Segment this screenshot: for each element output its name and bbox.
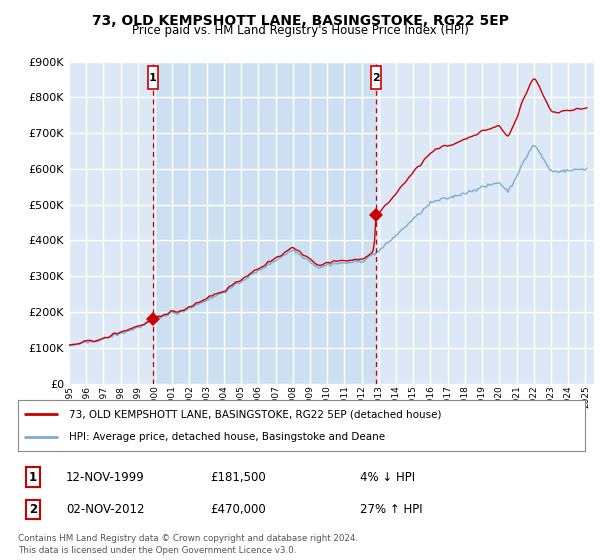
Text: 4% ↓ HPI: 4% ↓ HPI <box>360 470 415 484</box>
Text: 1: 1 <box>149 73 157 83</box>
Text: 12-NOV-1999: 12-NOV-1999 <box>66 470 145 484</box>
Text: HPI: Average price, detached house, Basingstoke and Deane: HPI: Average price, detached house, Basi… <box>69 432 385 442</box>
Text: 02-NOV-2012: 02-NOV-2012 <box>66 503 145 516</box>
Bar <box>371 67 382 89</box>
Text: 1: 1 <box>29 470 37 484</box>
Bar <box>148 67 158 89</box>
Text: Contains HM Land Registry data © Crown copyright and database right 2024.
This d: Contains HM Land Registry data © Crown c… <box>18 534 358 555</box>
Text: 27% ↑ HPI: 27% ↑ HPI <box>360 503 422 516</box>
Text: 73, OLD KEMPSHOTT LANE, BASINGSTOKE, RG22 5EP: 73, OLD KEMPSHOTT LANE, BASINGSTOKE, RG2… <box>91 14 509 28</box>
Text: £181,500: £181,500 <box>210 470 266 484</box>
Text: 2: 2 <box>29 503 37 516</box>
Text: £470,000: £470,000 <box>210 503 266 516</box>
Bar <box>153 62 376 384</box>
Text: 73, OLD KEMPSHOTT LANE, BASINGSTOKE, RG22 5EP (detached house): 73, OLD KEMPSHOTT LANE, BASINGSTOKE, RG2… <box>69 409 442 419</box>
Text: Price paid vs. HM Land Registry's House Price Index (HPI): Price paid vs. HM Land Registry's House … <box>131 24 469 36</box>
Text: 2: 2 <box>372 73 380 83</box>
